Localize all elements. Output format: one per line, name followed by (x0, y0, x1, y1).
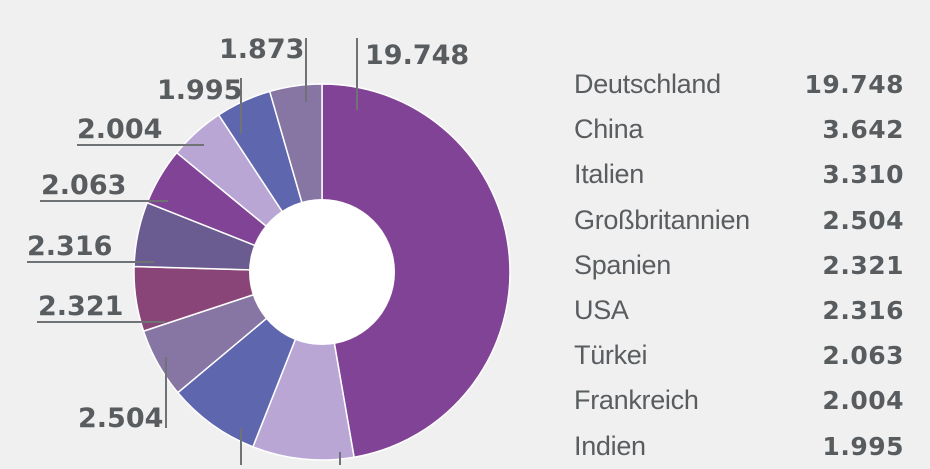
donut-hole (249, 199, 395, 345)
leader-lines (27, 38, 358, 465)
value-label-2316: 2.316 (27, 231, 112, 262)
legend-value: 3.310 (822, 160, 904, 190)
legend-row: China 3.642 (574, 107, 904, 152)
legend-row: Großbritannien 2.504 (574, 198, 904, 243)
legend-country: Frankreich (574, 385, 699, 416)
legend-value: 2.504 (822, 205, 904, 235)
legend-row: Frankreich 2.004 (574, 378, 904, 423)
legend-value: 2.321 (822, 250, 904, 280)
legend-value: 2.004 (822, 386, 904, 416)
value-label-19748: 19.748 (365, 40, 469, 71)
legend-row: Deutschland 19.748 (574, 62, 904, 107)
legend: Deutschland 19.748 China 3.642 Italien 3.31… (574, 62, 904, 469)
legend-value: 2.063 (822, 341, 904, 371)
value-label-2063: 2.063 (41, 170, 126, 201)
legend-country: Deutschland (574, 69, 721, 100)
legend-country: Großbritannien (574, 204, 750, 235)
legend-country: Indien (574, 430, 646, 461)
legend-country: Italien (574, 159, 644, 190)
value-label-2321: 2.321 (38, 291, 123, 322)
legend-country: USA (574, 295, 629, 326)
value-label-1995: 1.995 (157, 75, 242, 106)
legend-row: Italien 3.310 (574, 152, 904, 197)
legend-value: 1.995 (822, 431, 904, 461)
legend-value: 2.316 (822, 296, 904, 326)
donut-slice-deutschland (321, 83, 511, 459)
legend-value: 19.748 (804, 70, 904, 100)
legend-row: Türkei 2.063 (574, 333, 904, 378)
legend-country: China (574, 114, 644, 145)
legend-value: 3.642 (822, 115, 904, 145)
legend-row: USA 2.316 (574, 288, 904, 333)
value-label-2004: 2.004 (77, 114, 162, 145)
legend-row: Indien 1.995 (574, 424, 904, 469)
legend-country: Spanien (574, 249, 671, 280)
legend-country: Türkei (574, 340, 648, 371)
value-label-2504: 2.504 (78, 403, 163, 434)
value-label-1873: 1.873 (219, 34, 304, 65)
legend-row: Spanien 2.321 (574, 243, 904, 288)
